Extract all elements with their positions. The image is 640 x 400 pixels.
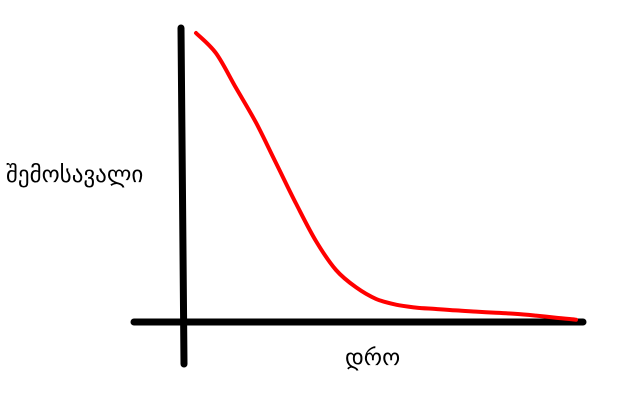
y-axis-label: შემოსავალი	[6, 162, 143, 188]
x-axis-label: დრო	[345, 345, 400, 371]
y-axis-line	[177, 24, 188, 368]
series-layer	[194, 31, 578, 322]
series-line-0	[194, 31, 578, 322]
